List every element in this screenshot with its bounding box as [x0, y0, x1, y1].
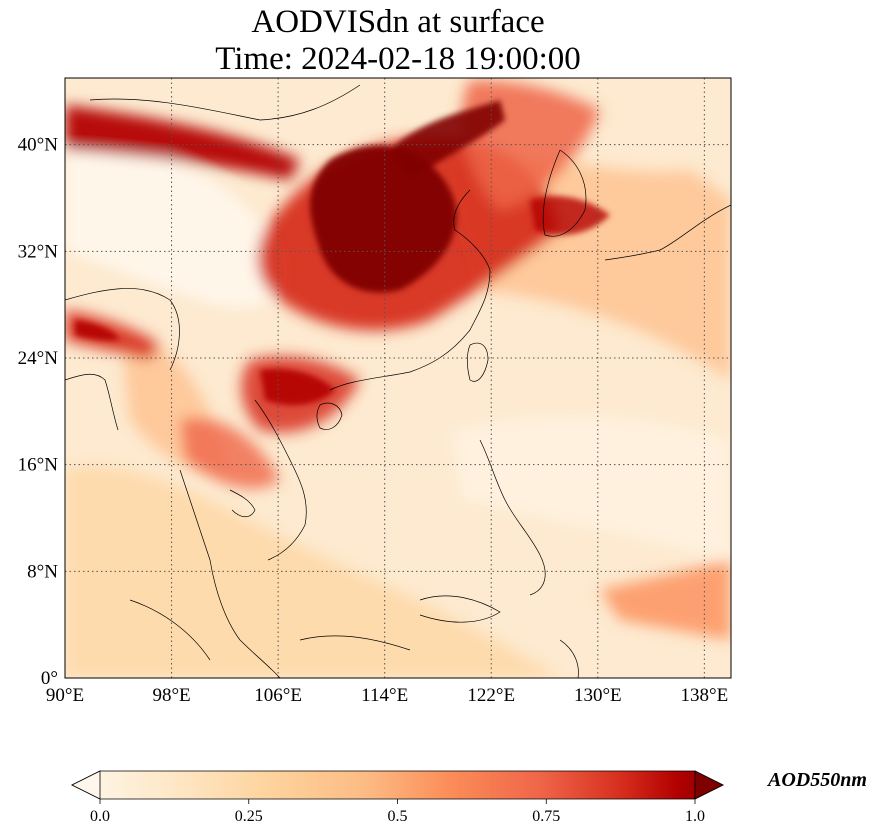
latitude-tick-labels: 0° 8°N 16°N 24°N 32°N 40°N [18, 135, 59, 689]
lat-tick-label: 24°N [18, 348, 59, 369]
lon-tick-label: 138°E [681, 685, 729, 706]
colorbar-label: AOD550nm [768, 769, 867, 791]
longitude-tick-labels: 90°E 98°E 106°E 114°E 122°E 130°E 138°E [46, 685, 728, 706]
colorbar-ticks: 0.0 0.25 0.5 0.75 1.0 [90, 799, 705, 825]
lon-tick-label: 90°E [46, 685, 84, 706]
lat-tick-label: 40°N [18, 135, 59, 156]
coastlines [65, 84, 731, 678]
lat-tick-label: 32°N [18, 241, 59, 262]
lat-tick-label: 8°N [27, 561, 58, 582]
aod-field [65, 78, 731, 678]
colorbar-tick-label: 0.25 [235, 808, 263, 825]
map-frame [64, 77, 732, 679]
title-time: Time: 2024-02-18 19:00:00 [215, 41, 581, 77]
lon-tick-label: 114°E [361, 685, 408, 706]
colorbar-extend-min [71, 770, 101, 800]
map-title: AODVISdn at surface Time: 2024-02-18 19:… [65, 4, 731, 78]
colorbar-body [71, 770, 724, 800]
colorbar: 0.0 0.25 0.5 0.75 1.0 [71, 770, 724, 825]
lat-tick-label: 16°N [18, 455, 59, 476]
lon-tick-label: 106°E [254, 685, 302, 706]
title-variable: AODVISdn at surface [251, 4, 545, 40]
colorbar-tick-label: 0.5 [388, 808, 408, 825]
colorbar-tick-label: 0.0 [90, 808, 110, 825]
colorbar-tick-label: 0.75 [532, 808, 560, 825]
colorbar-tick-label: 1.0 [685, 808, 705, 825]
lon-tick-label: 130°E [574, 685, 622, 706]
lat-tick-label: 0° [41, 668, 58, 689]
lon-tick-label: 98°E [152, 685, 190, 706]
colorbar-extend-max [694, 770, 724, 800]
lon-tick-label: 122°E [467, 685, 515, 706]
